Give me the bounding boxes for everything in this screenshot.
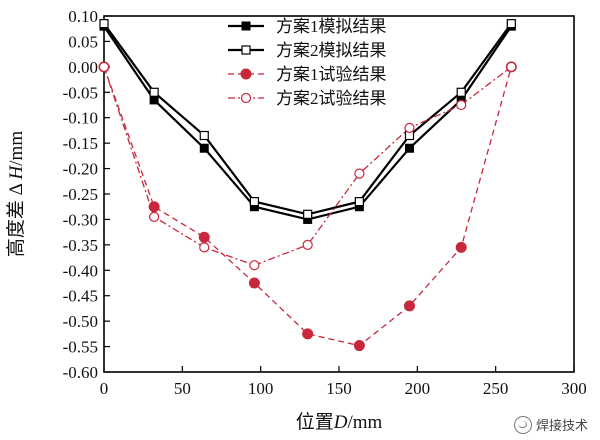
x-axis-label: 位置D/mm <box>296 411 383 433</box>
x-tick-label: 300 <box>561 379 587 398</box>
series-2-point <box>149 87 159 97</box>
y-tick-label: 0.05 <box>68 32 98 51</box>
series-2-point <box>199 130 209 141</box>
legend-marker <box>241 21 251 31</box>
series-4-point <box>456 99 467 111</box>
series-3-point <box>248 277 260 289</box>
series-1-point <box>199 143 209 153</box>
series-4-point <box>354 168 365 179</box>
series-1-point <box>149 95 159 105</box>
y-tick-label: -0.20 <box>63 160 98 179</box>
y-tick-label: -0.35 <box>63 236 98 255</box>
series-3-point <box>353 340 365 352</box>
y-tick-label: -0.60 <box>63 363 98 382</box>
wechat-icon <box>513 415 532 434</box>
y-axis-label: 高度差 Δ H/mm <box>5 131 27 257</box>
series-3-point <box>404 300 415 312</box>
legend-item-1: 方案1模拟结果 <box>228 17 387 36</box>
series-4-line <box>103 66 512 266</box>
series-3-point <box>148 201 160 213</box>
legend-item-3: 方案1试验结果 <box>228 65 387 84</box>
y-tick-label: -0.10 <box>63 109 98 128</box>
x-tick-label: 200 <box>405 379 431 398</box>
y-tick-label: -0.45 <box>63 287 98 306</box>
series-4-point <box>98 61 110 72</box>
series-3-point <box>302 328 314 340</box>
series-4-point <box>506 61 517 72</box>
legend-marker <box>240 68 252 80</box>
legend-item-2: 方案2模拟结果 <box>228 41 387 60</box>
y-tick-label: -0.30 <box>63 210 98 229</box>
y-tick-label: -0.50 <box>63 312 98 331</box>
watermark: 焊接技术 <box>513 415 588 434</box>
x-tick-label: 50 <box>174 379 191 398</box>
series-2-point <box>506 19 516 29</box>
y-tick-label: -0.25 <box>63 185 98 204</box>
series-4-point <box>199 242 210 253</box>
series-4-point <box>249 260 260 271</box>
series-3-point <box>455 241 467 253</box>
legend-marker <box>240 92 252 104</box>
legend-label: 方案2模拟结果 <box>276 41 387 60</box>
legend-item-4: 方案2试验结果 <box>228 89 387 108</box>
series-2-point <box>303 209 313 219</box>
x-tick-label: 150 <box>326 379 352 398</box>
y-tick-label: 0.00 <box>68 58 98 77</box>
legend-label: 方案2试验结果 <box>276 89 387 108</box>
y-tick-label: -0.15 <box>63 134 98 153</box>
legend-label: 方案1试验结果 <box>276 65 387 84</box>
y-tick-label: -0.55 <box>63 338 98 357</box>
legend-label: 方案1模拟结果 <box>276 17 387 36</box>
series-2-point <box>249 197 259 207</box>
series-2-point <box>456 87 466 97</box>
series-2-point <box>354 197 364 207</box>
series-4-point <box>404 122 415 133</box>
series-4-point <box>149 211 160 222</box>
series-1-point <box>405 143 414 153</box>
y-tick-label: 0.10 <box>68 7 98 26</box>
series-3-point <box>198 231 210 243</box>
series-2-point <box>99 19 109 29</box>
y-tick-label: -0.05 <box>63 83 98 102</box>
x-tick-label: 250 <box>483 379 509 398</box>
x-tick-label: 0 <box>100 379 109 398</box>
y-tick-label: -0.40 <box>63 261 98 280</box>
watermark-text: 焊接技术 <box>535 419 588 434</box>
series-4 <box>98 61 517 271</box>
series-2 <box>99 19 516 219</box>
legend-marker <box>241 45 251 55</box>
series-4-point <box>302 239 313 250</box>
x-tick-label: 100 <box>248 379 274 398</box>
